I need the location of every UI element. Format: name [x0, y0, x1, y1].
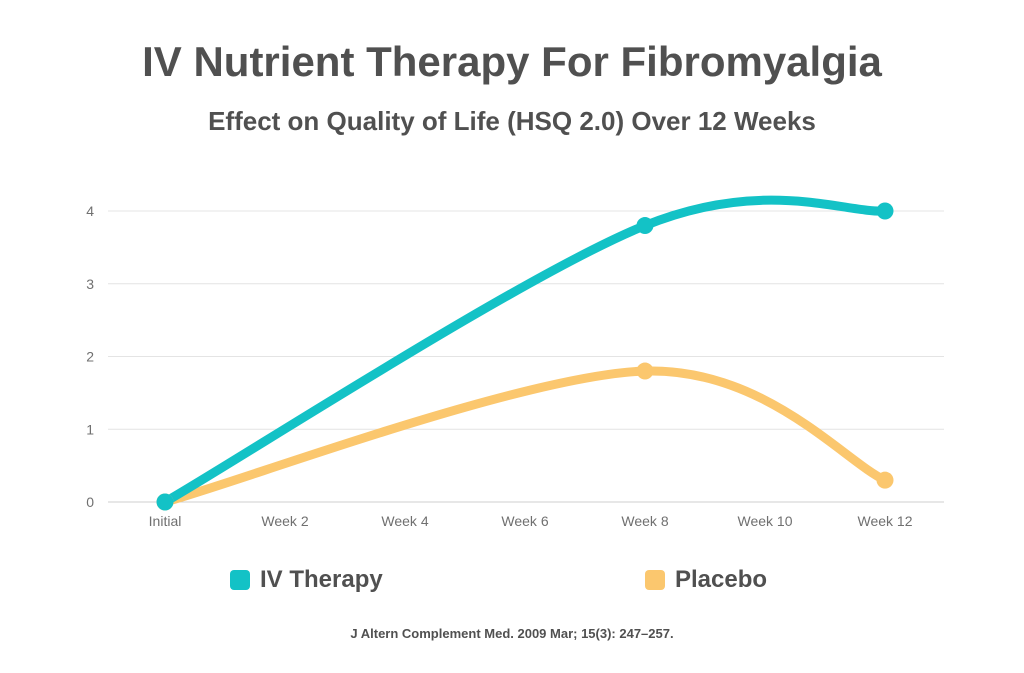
- legend-label-placebo: Placebo: [675, 566, 768, 593]
- x-tick-label: Week 6: [501, 513, 548, 529]
- x-tick-label: Week 10: [738, 513, 793, 529]
- data-point-iv-therapy: [636, 217, 654, 235]
- legend-item-iv-therapy: IV Therapy: [230, 566, 383, 594]
- data-point-placebo: [636, 362, 654, 380]
- legend-item-placebo: Placebo: [645, 566, 767, 594]
- data-point-placebo: [876, 471, 894, 489]
- x-tick-label: Week 8: [621, 513, 668, 529]
- series-line-iv-therapy: [160, 195, 890, 507]
- chart-subtitle: Effect on Quality of Life (HSQ 2.0) Over…: [208, 106, 816, 136]
- legend-swatch-placebo: [645, 570, 665, 590]
- series-points: [156, 202, 894, 511]
- y-tick-label: 0: [86, 494, 94, 510]
- x-tick-label: Week 2: [261, 513, 308, 529]
- x-axis: Initial Week 2 Week 4 Week 6 Week 8 Week 10 We…: [149, 513, 913, 529]
- grid-lines: [108, 210, 944, 503]
- y-tick-label: 3: [86, 276, 94, 292]
- data-point-iv-therapy: [156, 493, 174, 511]
- y-tick-label: 4: [86, 203, 94, 219]
- series-lines: [160, 195, 890, 507]
- series-line-placebo: [160, 366, 890, 507]
- x-tick-label: Week 4: [381, 513, 428, 529]
- legend-label-iv-therapy: IV Therapy: [260, 566, 383, 593]
- legend-swatch-iv-therapy: [230, 570, 250, 590]
- data-point-iv-therapy: [876, 202, 894, 220]
- chart-title: IV Nutrient Therapy For Fibromyalgia: [142, 38, 882, 85]
- x-tick-label: Week 12: [858, 513, 913, 529]
- x-tick-label: Initial: [149, 513, 182, 529]
- y-tick-label: 2: [86, 349, 94, 365]
- source-citation: J Altern Complement Med. 2009 Mar; 15(3)…: [350, 626, 674, 641]
- y-tick-label: 1: [86, 421, 94, 437]
- y-axis: 0 1 2 3 4: [86, 203, 94, 510]
